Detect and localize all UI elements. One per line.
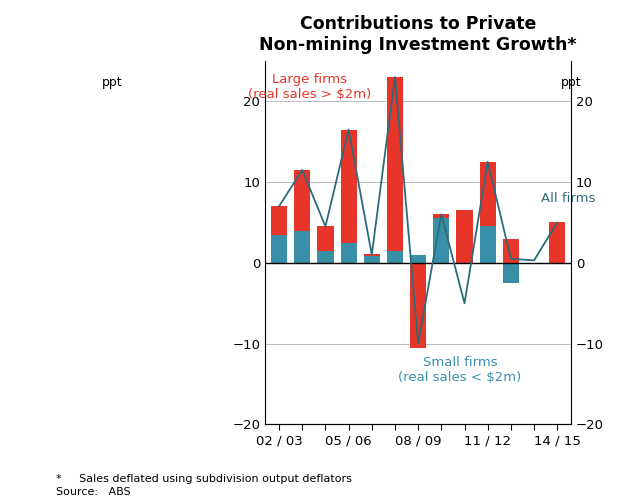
Text: Large firms
(real sales > $2m): Large firms (real sales > $2m)	[248, 73, 371, 101]
Bar	[387, 250, 403, 263]
Bar	[503, 263, 519, 283]
Bar	[387, 77, 403, 250]
Text: Small firms
(real sales < $2m): Small firms (real sales < $2m)	[398, 356, 521, 384]
Text: ppt: ppt	[102, 76, 123, 89]
Bar	[294, 170, 310, 230]
Bar	[294, 230, 310, 263]
Bar	[549, 222, 565, 263]
Bar	[318, 226, 334, 250]
Bar	[364, 254, 380, 257]
Bar	[433, 214, 449, 218]
Text: ppt: ppt	[561, 76, 581, 89]
Bar	[480, 162, 496, 226]
Bar	[364, 257, 380, 263]
Bar	[480, 226, 496, 263]
Bar	[503, 238, 519, 263]
Bar	[410, 263, 426, 348]
Bar	[340, 130, 357, 242]
Bar	[433, 218, 449, 263]
Bar	[318, 250, 334, 263]
Bar	[456, 210, 473, 263]
Text: All firms: All firms	[541, 192, 595, 205]
Text: *     Sales deflated using subdivision output deflators: * Sales deflated using subdivision outpu…	[56, 474, 352, 484]
Bar	[340, 242, 357, 263]
Bar	[271, 234, 287, 263]
Bar	[410, 255, 426, 263]
Bar	[271, 206, 287, 234]
Title: Contributions to Private
Non-mining Investment Growth*: Contributions to Private Non-mining Inve…	[259, 15, 577, 54]
Text: Source:   ABS: Source: ABS	[56, 487, 131, 497]
